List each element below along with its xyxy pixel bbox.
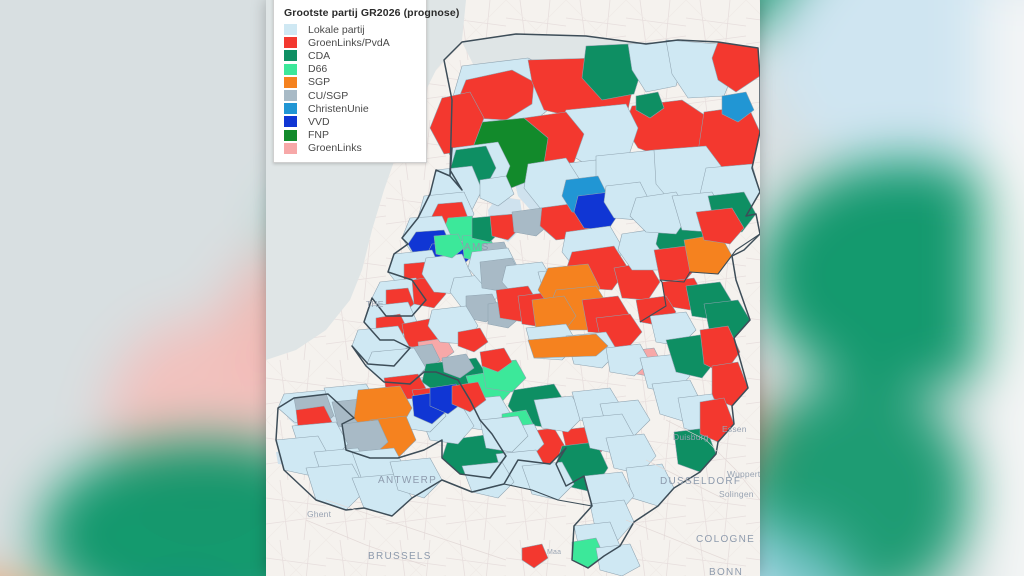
legend-item-fnp[interactable]: FNP [281,129,419,142]
legend-label-sgp: SGP [308,76,331,89]
legend-label-fnp: FNP [308,129,329,142]
national-border-layer [275,33,760,569]
map-panel[interactable]: AMS THE ANTWERP Ghent BRUSSELS Duisburg … [266,0,760,576]
legend-swatch-d66 [284,63,297,75]
legend-label-d66: D66 [308,63,328,76]
legend-label-groenlinks-pvda: GroenLinks/PvdA [308,36,390,49]
legend-item-christenunie[interactable]: ChristenUnie [281,102,419,115]
legend-item-d66[interactable]: D66 [281,63,419,76]
legend-swatch-groenlinks-pvda [284,37,297,49]
legend-swatch-sgp [284,76,297,88]
legend-swatch-cu-sgp [284,90,297,102]
legend-label-christenunie: ChristenUnie [308,102,369,115]
legend-title: Grootste partij GR2026 (prognose) [284,7,460,19]
legend-label-groenlinks: GroenLinks [308,142,362,155]
legend-swatch-lokale-partij [284,24,297,36]
map-legend: Grootste partij GR2026 (prognose) Lokale… [273,0,460,163]
legend-label-vvd: VVD [308,115,330,128]
legend-label-cda: CDA [308,49,331,62]
legend-item-vvd[interactable]: VVD [281,115,419,128]
legend-items: Lokale partij GroenLinks/PvdA CDA D66 SG… [281,23,419,155]
legend-item-lokale-partij[interactable]: Lokale partij [281,23,419,36]
legend-item-groenlinks[interactable]: GroenLinks [281,142,419,155]
municipality-layer [275,39,760,576]
legend-item-cu-sgp[interactable]: CU/SGP [281,89,419,102]
legend-swatch-fnp [284,129,297,141]
legend-swatch-christenunie [284,103,297,115]
road-overlay [305,419,760,567]
legend-swatch-vvd [284,116,297,128]
legend-label-cu-sgp: CU/SGP [308,89,349,102]
legend-swatch-groenlinks [284,142,297,154]
legend-item-sgp[interactable]: SGP [281,76,419,89]
legend-item-groenlinks-pvda[interactable]: GroenLinks/PvdA [281,36,419,49]
legend-item-cda[interactable]: CDA [281,49,419,62]
legend-label-lokale-partij: Lokale partij [308,23,365,36]
legend-swatch-cda [284,50,297,62]
netherlands-choropleth-map[interactable] [266,0,760,576]
